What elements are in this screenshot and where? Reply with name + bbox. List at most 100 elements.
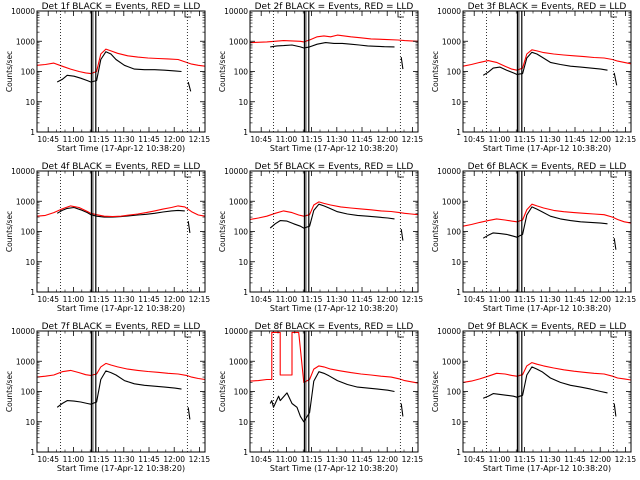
plot-frame — [249, 10, 419, 133]
events-series-line — [482, 206, 608, 239]
events-tail-line — [400, 57, 404, 70]
events-tail-line — [187, 407, 191, 420]
x-tick-label: 11:15 — [514, 295, 536, 304]
corner-bracket — [610, 331, 617, 338]
x-tick-label: 12:15 — [189, 455, 211, 464]
x-axis-label: Start Time (17-Apr-12 10:38:20) — [270, 464, 398, 473]
y-axis-label: Counts/sec — [5, 51, 14, 92]
x-axis-label: Start Time (17-Apr-12 10:38:20) — [483, 464, 611, 473]
lld-series-line — [36, 48, 206, 75]
lld-series-line — [36, 205, 206, 218]
corner-bracket — [397, 11, 404, 18]
x-tick-label: 11:00 — [276, 135, 298, 144]
x-tick-label: 12:00 — [376, 135, 398, 144]
x-axis-label: Start Time (17-Apr-12 10:38:20) — [57, 464, 185, 473]
x-axis-label: Start Time (17-Apr-12 10:38:20) — [270, 304, 398, 313]
y-tick-label: 1 — [243, 288, 248, 297]
x-tick-label: 11:00 — [63, 295, 85, 304]
y-tick-label: 10000 — [437, 7, 461, 16]
chart-panel-6: Det 6f BLACK = Events, RED = LLD 1 10 100 10… — [431, 162, 636, 313]
events-tail-line — [400, 229, 404, 241]
x-tick-label: 11:15 — [88, 135, 110, 144]
lld-series-line — [249, 201, 419, 221]
chart-panel-7: Det 7f BLACK = Events, RED = LLD 1 10 100 10… — [5, 322, 210, 473]
events-tail-line — [187, 81, 192, 92]
y-tick-label: 1 — [456, 128, 461, 137]
corner-bracket — [397, 171, 404, 178]
chart-panel-4: Det 4f BLACK = Events, RED = LLD 1 10 100 10… — [5, 162, 210, 313]
y-tick-label: 10000 — [437, 167, 461, 176]
y-tick-label: 1000 — [16, 357, 35, 366]
x-tick-label: 11:45 — [138, 455, 160, 464]
x-tick-label: 12:15 — [189, 295, 211, 304]
y-tick-label: 100 — [21, 228, 36, 237]
x-tick-label: 12:15 — [402, 135, 424, 144]
x-tick-label: 11:30 — [113, 455, 135, 464]
x-tick-label: 11:15 — [301, 455, 323, 464]
corner-bracket — [184, 171, 191, 178]
x-tick-label: 11:45 — [138, 135, 160, 144]
y-axis-label: Counts/sec — [5, 371, 14, 412]
x-tick-label: 11:45 — [564, 295, 586, 304]
chart-panel-3: Det 3f BLACK = Events, RED = LLD 1 10 100 10… — [431, 2, 636, 153]
y-axis-label: Counts/sec — [431, 211, 440, 252]
lld-series-line — [462, 49, 632, 71]
y-axis-label: Counts/sec — [218, 371, 227, 412]
y-tick-label: 100 — [234, 68, 249, 77]
y-tick-label: 1000 — [229, 197, 248, 206]
y-tick-label: 100 — [234, 228, 249, 237]
y-axis-label: Counts/sec — [218, 51, 227, 92]
lld-series-line — [249, 331, 419, 384]
x-tick-label: 11:00 — [276, 295, 298, 304]
x-tick-label: 11:00 — [489, 135, 511, 144]
y-tick-label: 1000 — [229, 37, 248, 46]
x-tick-label: 11:00 — [489, 295, 511, 304]
events-tail-line — [400, 403, 404, 417]
y-tick-label: 1 — [243, 128, 248, 137]
y-axis-label: Counts/sec — [5, 211, 14, 252]
y-tick-label: 10 — [238, 258, 248, 267]
y-tick-label: 10000 — [224, 7, 248, 16]
x-tick-label: 11:15 — [88, 295, 110, 304]
x-tick-label: 11:30 — [539, 455, 561, 464]
corner-bracket — [397, 331, 404, 338]
x-tick-label: 11:00 — [63, 455, 85, 464]
y-tick-label: 100 — [21, 388, 36, 397]
x-tick-label: 11:00 — [63, 135, 85, 144]
x-tick-label: 10:45 — [463, 135, 485, 144]
lld-series-line — [462, 362, 632, 383]
x-tick-label: 12:15 — [615, 135, 637, 144]
plot-frame — [36, 330, 206, 453]
x-tick-label: 12:00 — [163, 135, 185, 144]
y-tick-label: 100 — [447, 228, 462, 237]
y-tick-label: 100 — [447, 388, 462, 397]
lld-series-line — [462, 203, 632, 227]
chart-title: Det 7f BLACK = Events, RED = LLD — [42, 322, 201, 332]
y-tick-label: 10000 — [11, 327, 35, 336]
x-tick-label: 11:45 — [138, 295, 160, 304]
x-tick-label: 11:15 — [514, 135, 536, 144]
y-tick-label: 1 — [456, 448, 461, 457]
y-tick-label: 1 — [30, 288, 35, 297]
x-tick-label: 11:30 — [113, 135, 135, 144]
y-tick-label: 1000 — [442, 37, 461, 46]
x-tick-label: 11:45 — [564, 455, 586, 464]
plot-frame — [462, 170, 632, 293]
x-tick-label: 11:30 — [539, 135, 561, 144]
y-tick-label: 10 — [451, 258, 461, 267]
y-tick-label: 1 — [243, 448, 248, 457]
x-axis-label: Start Time (17-Apr-12 10:38:20) — [57, 144, 185, 153]
y-tick-label: 10000 — [437, 327, 461, 336]
x-tick-label: 12:00 — [163, 295, 185, 304]
x-tick-label: 11:30 — [326, 295, 348, 304]
events-tail-line — [187, 221, 191, 233]
chart-panel-9: Det 9f BLACK = Events, RED = LLD 1 10 100 10… — [431, 322, 636, 473]
chart-title: Det 8f BLACK = Events, RED = LLD — [255, 322, 414, 332]
chart-title: Det 2f BLACK = Events, RED = LLD — [255, 2, 414, 12]
y-tick-label: 1000 — [442, 197, 461, 206]
x-axis-label: Start Time (17-Apr-12 10:38:20) — [483, 144, 611, 153]
y-tick-label: 10 — [451, 98, 461, 107]
events-series-line — [482, 51, 608, 76]
y-tick-label: 1 — [30, 448, 35, 457]
